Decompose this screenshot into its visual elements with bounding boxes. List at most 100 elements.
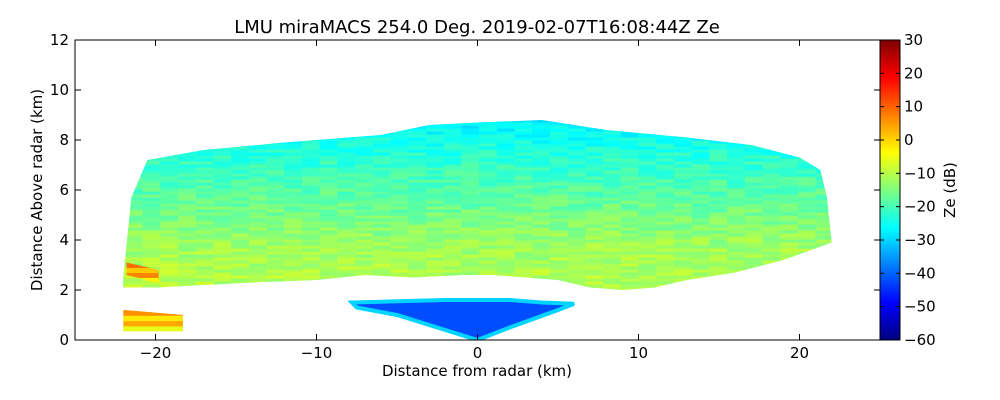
ze-cell — [479, 134, 498, 138]
ze-cell — [390, 242, 410, 246]
ze-cell — [833, 152, 852, 156]
ze-cell — [762, 161, 781, 165]
ze-cell — [709, 263, 728, 267]
ze-cell — [213, 128, 232, 132]
ze-cell — [780, 167, 799, 171]
ze-cell — [319, 224, 339, 228]
ze-cell — [567, 164, 587, 168]
ze-cell — [709, 284, 728, 288]
ze-cell — [195, 236, 215, 240]
ze-cell — [638, 221, 657, 225]
ze-cell — [585, 263, 604, 267]
ze-cell — [355, 182, 374, 186]
ze-cell — [178, 242, 197, 246]
ze-cell — [142, 212, 162, 216]
ze-cell — [390, 272, 410, 276]
ze-cell — [302, 218, 321, 222]
ze-cell — [142, 152, 162, 156]
ze-cell — [142, 200, 162, 204]
ze-cell — [673, 149, 693, 153]
ze-cell — [284, 272, 303, 276]
ze-cell — [461, 128, 480, 132]
ze-cell — [337, 173, 356, 177]
ze-cell — [408, 203, 427, 207]
ze-cell — [248, 185, 268, 189]
ze-cell — [302, 149, 321, 153]
ze-cell — [195, 215, 215, 219]
ze-cell — [284, 242, 303, 246]
ze-cell — [123, 260, 126, 264]
ze-cell — [266, 227, 286, 231]
ze-cell — [709, 230, 728, 234]
ze-cell — [603, 143, 622, 147]
ze-cell — [213, 134, 232, 138]
ze-cell — [797, 281, 817, 285]
ze-cell — [585, 245, 604, 249]
ze-cell — [426, 158, 445, 162]
ze-cell — [443, 287, 463, 290]
ze-cell — [833, 161, 852, 165]
ze-cell — [656, 155, 675, 159]
ze-cell — [479, 167, 498, 171]
y-tick-label: 0 — [59, 331, 69, 349]
ze-cell — [496, 227, 516, 231]
ze-cell — [231, 239, 250, 243]
ze-cell — [372, 197, 392, 201]
ze-cell — [123, 131, 126, 135]
ze-cell — [372, 203, 392, 207]
ze-cell — [638, 149, 657, 153]
ze-cell — [673, 191, 693, 195]
ze-cell — [248, 254, 268, 258]
ze-cell — [426, 218, 445, 222]
ze-cell — [231, 122, 250, 126]
ze-cell — [496, 173, 516, 177]
ze-cell — [213, 272, 232, 276]
ze-cell — [355, 143, 374, 147]
ze-cell — [603, 125, 622, 129]
ze-cell — [727, 176, 746, 180]
ze-cell — [656, 146, 675, 150]
ze-cell — [797, 125, 817, 129]
ze-cell — [833, 119, 852, 123]
ze-cell — [160, 170, 179, 174]
ze-cell — [479, 146, 498, 150]
ze-cell — [585, 149, 604, 153]
ze-cell — [603, 182, 622, 186]
ze-cell — [302, 266, 321, 270]
ze-cell — [319, 191, 339, 195]
ze-cell — [372, 230, 392, 234]
ze-cell — [620, 248, 640, 252]
ze-cell — [426, 152, 445, 156]
ze-cell — [567, 206, 587, 210]
ze-cell — [815, 227, 832, 231]
ze-cell — [620, 149, 640, 153]
ze-cell — [266, 233, 286, 237]
ze-cell — [266, 248, 286, 252]
ze-cell — [550, 284, 569, 288]
ze-cell — [390, 218, 410, 222]
ze-cell — [213, 245, 232, 249]
ze-cell — [408, 263, 427, 267]
ze-cell — [727, 120, 746, 123]
ze-cell — [638, 128, 657, 132]
ze-cell — [426, 236, 445, 240]
ze-cell — [355, 254, 374, 258]
ze-cell — [372, 245, 392, 249]
ze-cell — [656, 173, 675, 177]
ze-cell — [709, 149, 728, 153]
ze-cell — [124, 260, 144, 264]
ze-cell — [603, 239, 622, 243]
ze-cell — [744, 194, 764, 198]
ze-cell — [390, 155, 410, 159]
ze-cell — [178, 176, 197, 180]
ze-cell — [248, 164, 268, 168]
ze-cell — [390, 200, 410, 204]
ze-cell — [461, 143, 480, 147]
ze-cell — [762, 131, 781, 135]
ze-cell — [355, 209, 374, 213]
ze-cell — [603, 263, 622, 267]
ze-cell — [461, 149, 480, 153]
ze-cell — [744, 134, 764, 138]
ze-cell — [550, 185, 569, 189]
ze-cell — [319, 236, 339, 240]
